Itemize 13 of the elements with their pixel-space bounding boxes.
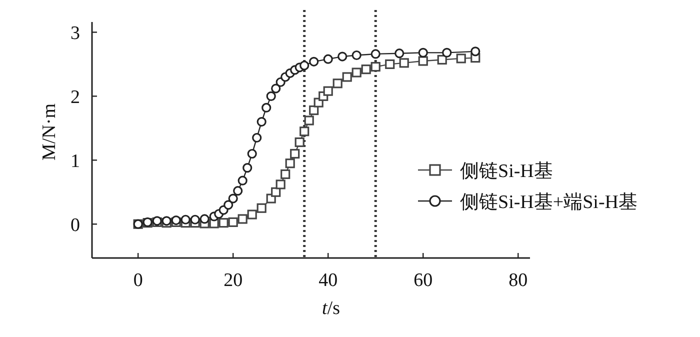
x-tick-label: 60: [414, 270, 433, 291]
x-tick-label: 40: [318, 270, 338, 291]
x-tick-label: 20: [224, 270, 243, 291]
legend-label: 侧链Si-H基+端Si-H基: [460, 192, 638, 213]
y-tick-label: 3: [70, 23, 80, 44]
x-axis-title: t/s: [322, 298, 340, 319]
x-tick-label: 80: [508, 270, 528, 291]
y-tick-label: 1: [70, 151, 80, 172]
legend-label: 侧链Si-H基: [460, 161, 553, 182]
y-axis-title: M/N·m: [39, 103, 60, 160]
y-tick-label: 0: [70, 215, 80, 236]
y-tick-label: 2: [70, 87, 80, 108]
x-tick-label: 0: [133, 270, 143, 291]
